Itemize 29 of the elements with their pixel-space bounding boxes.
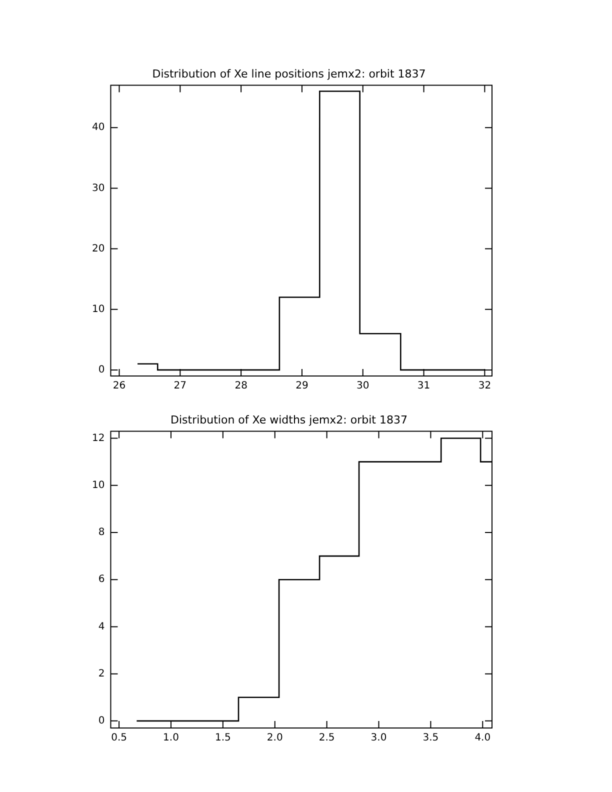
y-tick-label: 0 — [98, 364, 105, 376]
x-tick-label: 26 — [112, 380, 126, 392]
y-tick-label: 6 — [98, 574, 105, 586]
x-tick-label: 4.0 — [474, 732, 491, 744]
y-tick-label: 30 — [92, 182, 105, 194]
y-tick-label: 20 — [92, 243, 105, 254]
y-tick-label: 2 — [98, 668, 105, 680]
y-tick-label: 4 — [98, 621, 105, 632]
x-tick-label: 28 — [234, 380, 248, 392]
chart-title: Distribution of Xe widths jemx2: orbit 1837 — [170, 413, 408, 426]
chart-title: Distribution of Xe line positions jemx2: orbit 1837 — [152, 67, 426, 80]
y-tick-label: 10 — [92, 304, 105, 315]
x-tick-label: 2.5 — [318, 732, 335, 744]
x-tick-label: 1.5 — [214, 732, 231, 744]
x-tick-label: 3.5 — [422, 732, 439, 744]
x-tick-label: 30 — [356, 380, 370, 392]
x-tick-label: 2.0 — [266, 732, 283, 744]
y-tick-label: 0 — [98, 716, 105, 727]
y-tick-label: 8 — [98, 527, 105, 538]
x-tick-label: 3.0 — [370, 732, 387, 744]
x-tick-label: 32 — [478, 380, 492, 392]
x-tick-label: 31 — [417, 380, 430, 392]
x-tick-label: 29 — [296, 380, 308, 392]
x-tick-label: 0.5 — [111, 732, 127, 744]
x-tick-label: 27 — [174, 380, 187, 392]
y-tick-label: 10 — [92, 480, 105, 491]
y-tick-label: 12 — [92, 432, 105, 444]
x-tick-label: 1.0 — [163, 732, 179, 744]
y-tick-label: 40 — [92, 122, 105, 134]
